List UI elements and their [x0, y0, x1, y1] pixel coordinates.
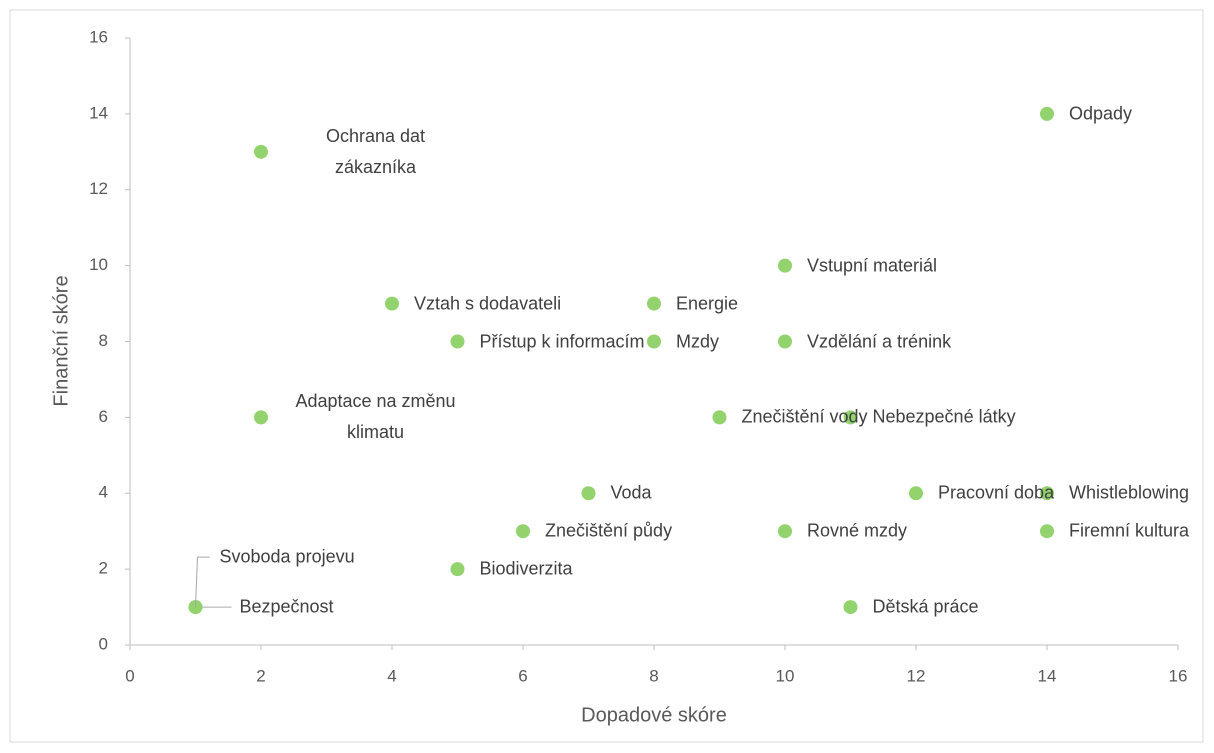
- x-tick-label: 14: [1038, 666, 1057, 685]
- point-label: Whistleblowing: [1069, 482, 1190, 503]
- point: [843, 600, 858, 615]
- point-label: Voda: [610, 482, 652, 503]
- y-tick-label: 2: [99, 559, 108, 578]
- y-axis-title: Finanční skóre: [50, 275, 72, 406]
- point: [778, 258, 792, 273]
- point-label: Znečištění půdy: [545, 520, 673, 541]
- point-label: Přístup k informacím: [479, 331, 645, 351]
- point: [778, 524, 792, 539]
- x-tick-label: 8: [649, 666, 658, 685]
- point-label: Biodiverzita: [479, 558, 573, 579]
- y-tick-label: 10: [89, 255, 108, 274]
- point: [254, 410, 268, 425]
- x-tick-label: 2: [256, 666, 265, 685]
- y-tick-label: 4: [99, 483, 108, 502]
- chart-border: [9, 9, 1204, 743]
- point: [450, 562, 465, 577]
- x-tick-label: 10: [776, 666, 795, 685]
- y-tick-label: 6: [99, 407, 108, 426]
- point: [385, 296, 399, 311]
- point-label: Firemní kultura: [1069, 520, 1190, 541]
- point-label: Bezpečnost: [239, 596, 334, 617]
- point-label: Vztah s dodavateli: [414, 293, 562, 314]
- point-label: Rovné mzdy: [807, 520, 908, 541]
- point: [647, 296, 661, 311]
- x-tick-label: 12: [907, 666, 926, 685]
- point: [712, 410, 727, 425]
- point-label: Mzdy: [676, 331, 720, 351]
- point: [843, 410, 858, 425]
- point-label: Nebezpečné látky: [872, 406, 1016, 427]
- point-label: Svoboda projevu: [219, 546, 355, 567]
- point-label: Odpady: [1069, 103, 1133, 124]
- point-label: Vzdělání a trénink: [807, 331, 952, 351]
- y-tick-label: 0: [99, 634, 108, 653]
- point: [450, 334, 465, 349]
- x-tick-label: 16: [1169, 666, 1188, 685]
- y-tick-label: 12: [89, 179, 108, 198]
- point-label: Vstupní materiál: [807, 255, 938, 276]
- y-tick-label: 14: [89, 103, 108, 122]
- point-label: Pracovní doba: [938, 482, 1055, 503]
- x-tick-label: 0: [125, 666, 134, 685]
- point: [778, 334, 792, 349]
- point: [581, 486, 596, 501]
- point: [647, 334, 661, 349]
- point: [254, 144, 268, 159]
- y-tick-label: 8: [99, 331, 108, 350]
- point-label: Znečištění vody: [741, 406, 868, 427]
- point: [1040, 524, 1054, 539]
- point: [909, 486, 923, 501]
- x-axis-title: Dopadové skóre: [581, 704, 727, 726]
- point-label: Dětská práce: [872, 596, 979, 617]
- point: [516, 524, 530, 539]
- x-tick-label: 6: [518, 666, 527, 685]
- x-tick-label: 4: [387, 666, 396, 685]
- point-label: Adaptace na změnu klimatu: [295, 391, 456, 443]
- point-label: Ochrana dat zákazníka: [325, 125, 426, 177]
- y-tick-label: 16: [89, 27, 108, 46]
- point: [1040, 106, 1054, 121]
- point: [1040, 486, 1054, 501]
- point-label: Energie: [676, 293, 739, 314]
- leader-line: [195, 556, 210, 608]
